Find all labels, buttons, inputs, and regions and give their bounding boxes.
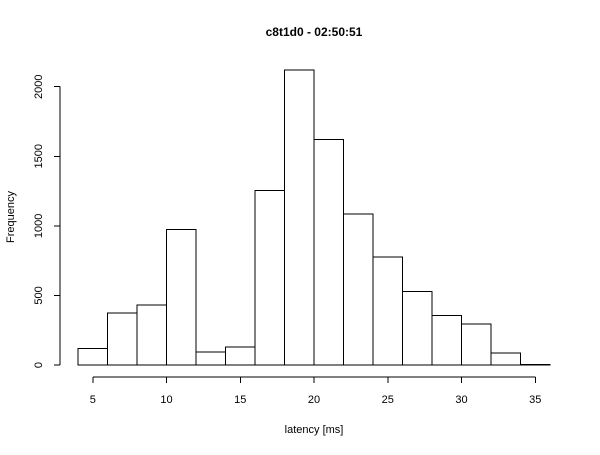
histogram-bar: [77, 347, 108, 366]
histogram-bar: [461, 323, 492, 366]
y-tick-label: 2000: [33, 74, 45, 98]
histogram-bar: [254, 189, 285, 366]
x-tick-label: 30: [455, 394, 467, 406]
x-tick-label: 15: [234, 394, 246, 406]
histogram-bar: [195, 351, 226, 366]
x-axis-label: latency [ms]: [285, 424, 344, 436]
chart-title: c8t1d0 - 02:50:51: [266, 25, 363, 39]
histogram-bar: [490, 352, 521, 366]
histogram-bar: [313, 139, 344, 366]
histogram-bar: [136, 304, 167, 366]
histogram-bar: [520, 363, 551, 366]
y-tick-label: 1000: [33, 214, 45, 238]
histogram-bar: [431, 315, 462, 366]
x-tick-label: 20: [308, 394, 320, 406]
histogram-bar: [284, 69, 315, 366]
histogram-bar: [225, 346, 256, 366]
y-axis-label: Frequency: [5, 191, 17, 243]
histogram-bar: [343, 213, 374, 366]
bars-group: [77, 69, 551, 366]
y-axis: 0 500 1000 1500 2000: [33, 74, 61, 368]
x-tick-label: 35: [529, 394, 541, 406]
y-tick-label: 500: [33, 286, 45, 304]
x-tick-label: 5: [90, 394, 96, 406]
histogram-bar: [402, 290, 433, 366]
histogram-bar: [166, 228, 197, 366]
x-tick-label: 25: [382, 394, 394, 406]
y-tick-label: 1500: [33, 144, 45, 168]
histogram-bar: [107, 312, 138, 366]
y-tick-label: 0: [33, 362, 45, 368]
histogram-bar: [372, 256, 403, 366]
x-axis: 5 10 15 20 25 30 35: [90, 376, 541, 406]
x-tick-label: 10: [160, 394, 172, 406]
